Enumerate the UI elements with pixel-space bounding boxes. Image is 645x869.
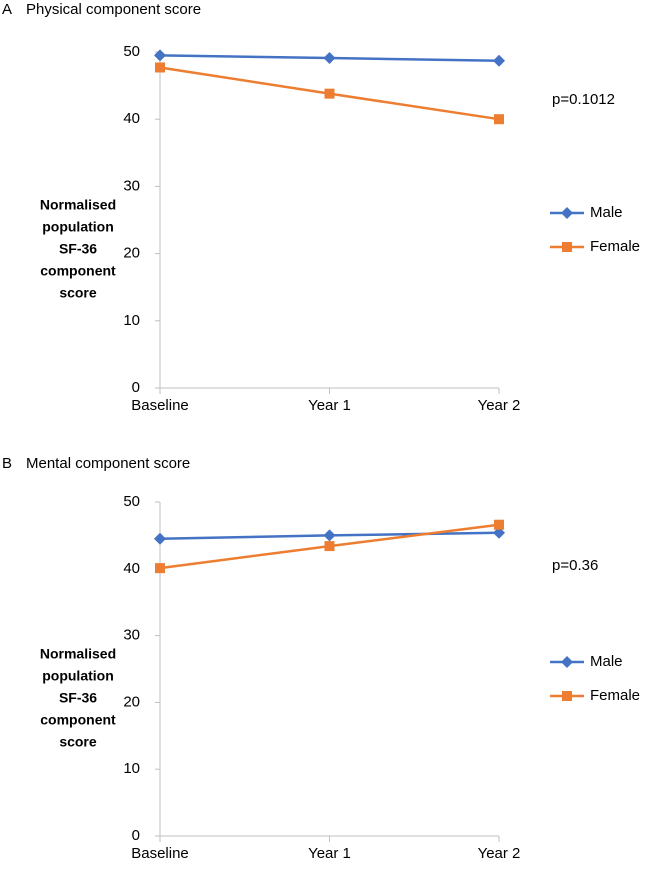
chart-title: Mental component score (26, 455, 190, 472)
data-point (324, 541, 335, 552)
data-point (155, 563, 165, 574)
y-tick-label: 0 (132, 379, 140, 396)
annotation: p=0.1012 (552, 91, 615, 108)
y-tick-label: 40 (123, 560, 140, 577)
data-point (324, 88, 335, 99)
chart-title: Physical component score (26, 1, 201, 18)
y-axis-label: score (59, 285, 97, 301)
legend-label: Male (590, 204, 623, 221)
panel-label: A (2, 1, 12, 18)
legend-label: Male (590, 653, 623, 670)
y-tick-label: 10 (123, 312, 140, 329)
x-tick-label: Baseline (131, 397, 189, 414)
legend-label: Female (590, 238, 640, 255)
x-tick-label: Year 1 (308, 397, 351, 414)
panel-label: B (2, 455, 12, 472)
data-point (155, 62, 165, 73)
y-tick-label: 50 (123, 43, 140, 60)
x-tick-label: Baseline (131, 845, 189, 862)
y-axis-label: SF-36 (59, 690, 97, 706)
legend-marker (562, 691, 572, 701)
data-point (154, 49, 166, 62)
data-point (493, 54, 505, 67)
y-tick-label: 40 (123, 110, 140, 127)
data-point (493, 526, 505, 539)
data-point (323, 529, 336, 542)
y-tick-label: 10 (123, 760, 140, 777)
data-point (494, 519, 504, 530)
y-tick-label: 0 (132, 827, 140, 844)
y-axis-label: population (42, 219, 114, 235)
y-axis-label: population (42, 668, 114, 684)
y-axis-label: component (40, 263, 116, 279)
annotation: p=0.36 (552, 557, 598, 574)
y-tick-label: 30 (123, 627, 140, 644)
data-point (494, 114, 504, 125)
y-axis-label: Normalised (40, 646, 116, 662)
x-tick-label: Year 2 (478, 397, 521, 414)
legend-marker (561, 656, 573, 668)
y-tick-label: 20 (123, 245, 140, 262)
x-tick-label: Year 2 (478, 845, 521, 862)
y-axis-label: component (40, 712, 116, 728)
y-axis-label: score (59, 734, 97, 750)
data-point (154, 532, 166, 545)
y-axis-label: Normalised (40, 197, 116, 213)
y-tick-label: 30 (123, 177, 140, 194)
legend-label: Female (590, 687, 640, 704)
y-tick-label: 20 (123, 693, 140, 710)
y-tick-label: 50 (123, 493, 140, 510)
data-point (323, 52, 336, 65)
x-tick-label: Year 1 (308, 845, 351, 862)
y-axis-label: SF-36 (59, 241, 97, 257)
legend-marker (561, 207, 573, 219)
legend-marker (562, 242, 572, 252)
